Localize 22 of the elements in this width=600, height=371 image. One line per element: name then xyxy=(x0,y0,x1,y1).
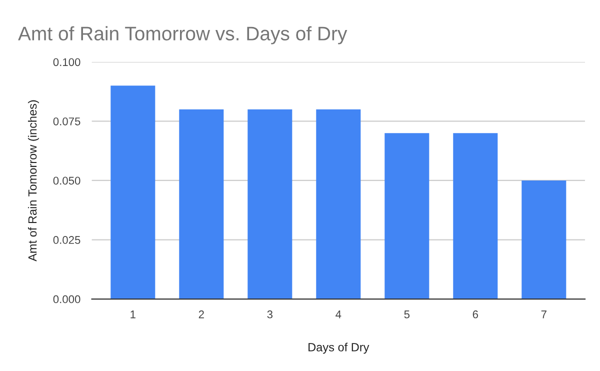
y-tick-label: 0.000 xyxy=(53,295,80,304)
x-tick-label: 2 xyxy=(198,310,204,318)
y-tick-label: 0.075 xyxy=(53,117,80,126)
bar xyxy=(453,133,498,300)
x-tick-label: 3 xyxy=(267,310,272,318)
x-axis-title: Days of Dry xyxy=(308,342,370,354)
bar xyxy=(316,109,361,300)
y-tick-label: 0.025 xyxy=(53,236,80,244)
x-tick-label: 1 xyxy=(130,310,136,318)
bar xyxy=(248,109,292,300)
bar xyxy=(522,180,566,300)
x-tick-label: 5 xyxy=(404,310,410,318)
chart-title: Amt of Rain Tomorrow vs. Days of Dry xyxy=(18,26,348,44)
x-tick-label: 6 xyxy=(472,310,478,318)
x-tick-label: 7 xyxy=(541,310,546,318)
y-tick-label: 0.100 xyxy=(53,58,80,66)
bar xyxy=(179,109,224,300)
y-axis-title: Amt of Rain Tomorrow (inches) xyxy=(28,100,39,262)
y-tick-label: 0.050 xyxy=(53,176,80,185)
x-tick-label: 4 xyxy=(336,310,342,318)
bar xyxy=(110,86,156,300)
bar xyxy=(384,133,430,300)
